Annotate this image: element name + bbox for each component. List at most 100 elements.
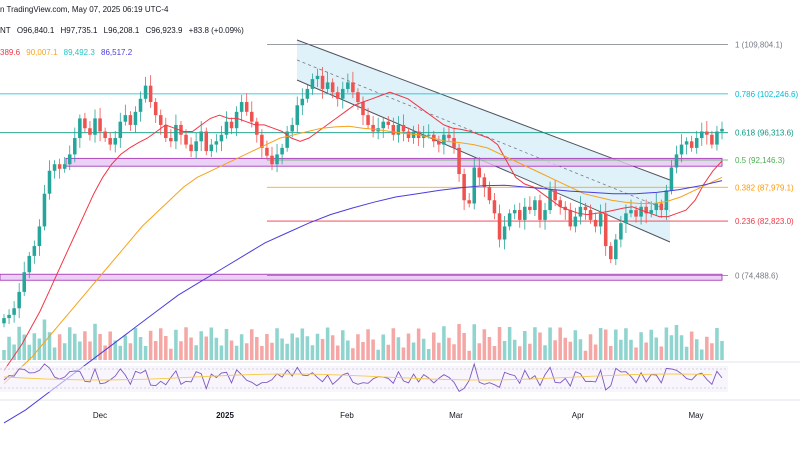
volume-bar [118, 345, 123, 360]
volume-bar [209, 327, 214, 360]
candle-body [275, 154, 279, 165]
volume-bar [280, 338, 284, 360]
candle-body [568, 210, 573, 227]
volume-bar [376, 349, 380, 360]
candle-body [437, 141, 441, 145]
volume-bar [634, 347, 638, 360]
candle-body [128, 115, 133, 125]
time-axis-label: 2025 [216, 411, 234, 420]
ohlc-low: L96,208.1 [103, 26, 140, 35]
candle-body [42, 193, 47, 227]
candle-body [310, 79, 315, 89]
candle-body [2, 318, 6, 324]
candle-body [315, 75, 320, 80]
volume-bar [325, 327, 330, 360]
volume-bar [543, 345, 547, 360]
volume-bar [694, 339, 699, 360]
volume-bar [457, 324, 461, 360]
volume-bar [356, 334, 360, 360]
volume-bar [88, 341, 92, 360]
ma-value: 86,517.2 [101, 48, 133, 57]
volume-bar [346, 340, 350, 360]
channel-mid-line [296, 59, 671, 212]
fib-level-label: 1 (109,804.1) [735, 40, 783, 49]
volume-bar [78, 341, 82, 360]
fib-level-label: 0 (74,488.6) [735, 272, 778, 281]
volume-bar [715, 328, 719, 360]
ohlc-change: +83.8 (+0.09%) [188, 26, 244, 35]
candle-body [88, 128, 92, 135]
candle-body [573, 216, 578, 227]
volume-bar [22, 334, 26, 360]
candle-body [330, 82, 335, 93]
volume-bar [52, 347, 57, 360]
candle-body [371, 124, 375, 132]
volume-bar [138, 337, 143, 360]
candle-body [305, 88, 310, 99]
candle-body [224, 121, 229, 135]
candle-body [148, 85, 153, 103]
candle-body [710, 134, 714, 145]
candle-body [219, 134, 224, 142]
candle-body [634, 210, 638, 217]
volume-bar [598, 328, 603, 360]
volume-bar [47, 332, 52, 360]
volume-bar [593, 344, 598, 360]
fib-level-label: 0.618 (96,313.6) [735, 129, 794, 138]
ohlc-open: O96,840.1 [16, 26, 55, 35]
volume-bar [128, 343, 133, 360]
volume-bar [669, 335, 674, 360]
volume-bar [143, 346, 148, 360]
candle-body [7, 314, 11, 319]
fib-level-label: 0.5 (92,146.3) [735, 156, 785, 165]
candle-body [659, 203, 664, 211]
volume-bar [229, 340, 234, 360]
ma-long-line [3, 180, 723, 424]
candle-body [37, 226, 42, 247]
candle-body [533, 200, 537, 211]
candle-body [300, 98, 305, 106]
volume-bar [153, 341, 158, 360]
candle-body [209, 144, 214, 152]
candle-body [118, 121, 123, 139]
volume-bar [674, 325, 679, 360]
candle-body [17, 291, 21, 309]
candle-body [705, 131, 709, 135]
volume-bar [684, 346, 689, 360]
candle-body [502, 226, 507, 240]
candle-body [189, 144, 193, 152]
candle-body [320, 75, 325, 89]
volume-bar [184, 327, 188, 360]
volume-bar [507, 327, 512, 360]
volume-bar [164, 336, 168, 360]
volume-bar [103, 345, 107, 360]
candle-body [689, 141, 694, 148]
candle-body [517, 210, 522, 220]
candle-body [684, 141, 689, 145]
volume-bar [7, 336, 11, 360]
candle-body [83, 118, 87, 129]
candle-body [512, 210, 517, 214]
candle-body [260, 134, 264, 148]
candle-body [477, 167, 482, 178]
volume-bar [487, 337, 492, 360]
volume-bar [260, 346, 264, 360]
candle-body [624, 213, 628, 224]
volume-bar [583, 350, 588, 360]
volume-bar [411, 342, 416, 360]
candle-body [386, 121, 391, 125]
volume-bar [416, 328, 421, 360]
volume-bar [37, 338, 42, 360]
volume-bar [204, 336, 209, 360]
volume-bar [548, 327, 552, 360]
volume-bar [619, 339, 623, 360]
candle-body [12, 308, 16, 315]
volume-bar [401, 347, 406, 360]
volume-bar [533, 327, 537, 360]
volume-bar [452, 344, 456, 360]
fib-level-label: 0.382 (87,979.1) [735, 183, 794, 192]
volume-bar [512, 339, 517, 360]
volume-bar [472, 324, 477, 360]
volume-bar [244, 343, 249, 360]
